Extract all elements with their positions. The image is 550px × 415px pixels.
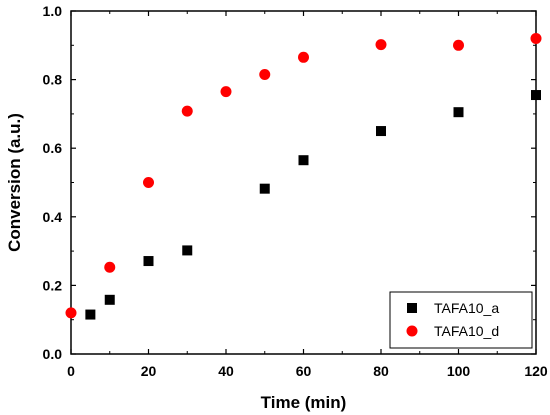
axis-ticks <box>70 10 537 355</box>
x-tick-label: 60 <box>296 363 312 379</box>
data-point-TAFA10_a <box>104 294 115 305</box>
data-point-TAFA10_d <box>104 261 116 273</box>
x-tick-label: 80 <box>373 363 389 379</box>
legend-label-TAFA10_d: TAFA10_d <box>434 323 499 339</box>
data-point-TAFA10_d <box>143 177 154 188</box>
y-tick-label: 0.4 <box>43 209 63 225</box>
y-tick-label: 1.0 <box>43 3 63 19</box>
data-point-TAFA10_d <box>220 86 232 98</box>
data-point-TAFA10_d <box>259 68 271 80</box>
data-point-TAFA10_d <box>530 32 542 44</box>
data-point-TAFA10_a <box>259 183 270 194</box>
data-points <box>65 32 542 320</box>
data-point-TAFA10_a <box>376 126 386 137</box>
legend-marker-TAFA10_d <box>406 325 418 337</box>
data-point-TAFA10_a <box>143 256 154 267</box>
legend-box <box>389 291 533 349</box>
legend: TAFA10_a TAFA10_d <box>389 291 533 349</box>
data-point-TAFA10_a <box>453 107 464 118</box>
data-point-TAFA10_d <box>375 39 387 51</box>
x-tick-label: 0 <box>67 363 75 379</box>
data-point-TAFA10_a <box>182 245 193 256</box>
x-tick-label: 20 <box>141 363 157 379</box>
data-point-TAFA10_a <box>531 90 541 101</box>
y-tick-label: 0.0 <box>43 346 63 362</box>
tick-labels: 0 20 40 60 80 100 120 0.0 0.2 0.4 0.6 0.8 1.0 <box>43 3 548 379</box>
y-axis-title: Conversion (a.u.) <box>5 113 24 252</box>
legend-label-TAFA10_a: TAFA10_a <box>434 300 499 316</box>
y-tick-label: 0.2 <box>43 277 63 293</box>
x-tick-label: 100 <box>447 363 471 379</box>
data-point-TAFA10_d <box>65 307 77 319</box>
legend-marker-TAFA10_a <box>407 303 417 313</box>
y-tick-label: 0.8 <box>43 72 63 88</box>
data-point-TAFA10_d <box>181 105 193 117</box>
x-tick-label: 40 <box>218 363 234 379</box>
x-tick-label: 120 <box>524 363 548 379</box>
x-axis-title: Time (min) <box>261 393 347 412</box>
y-tick-label: 0.6 <box>43 140 63 156</box>
data-point-TAFA10_a <box>298 155 309 166</box>
data-point-TAFA10_d <box>298 51 309 63</box>
data-point-TAFA10_a <box>85 309 96 320</box>
data-point-TAFA10_d <box>453 39 464 51</box>
